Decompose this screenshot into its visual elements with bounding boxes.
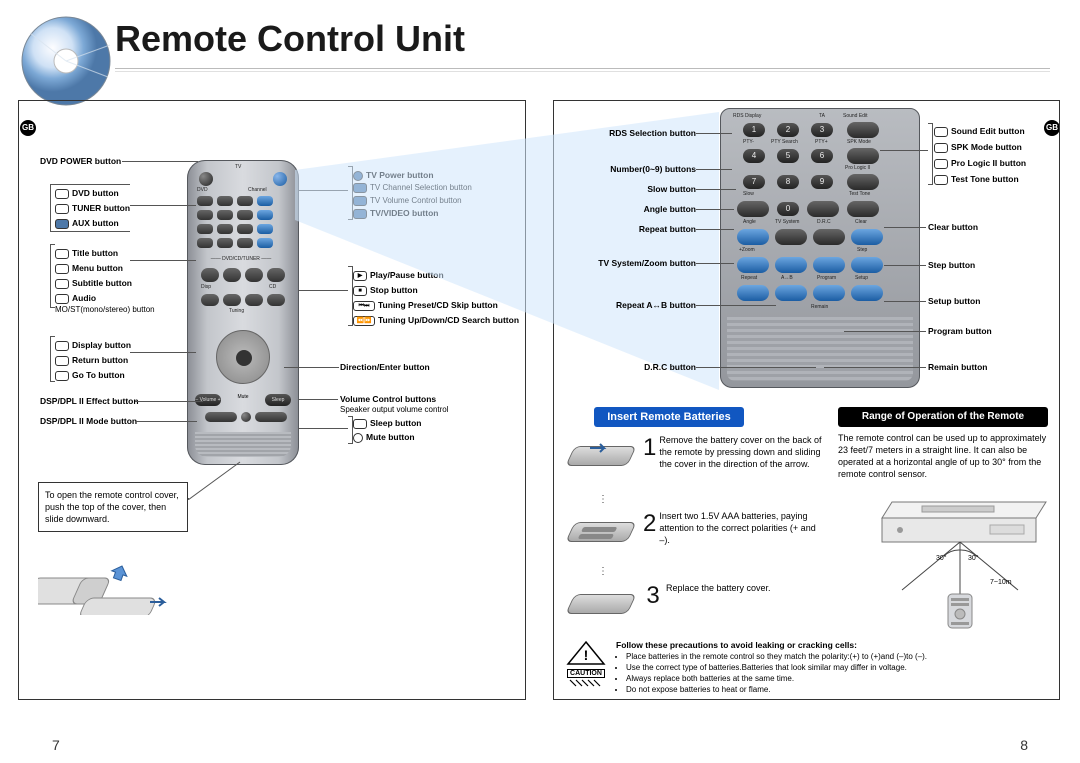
svg-text:!: ! [584, 647, 589, 663]
insert-step-3: 3 Replace the battery cover. [562, 582, 828, 626]
insert-step-2: 2 Insert two 1.5V AAA batteries, paying … [562, 510, 828, 554]
angle-right-text: 30° [968, 554, 979, 562]
distance-text: 7~10m [990, 579, 1012, 586]
remote-illustration: TV DVD Channel —— DVD/CD/TUNER —— Disp C… [187, 160, 299, 465]
title-underline [115, 71, 1050, 72]
caution-icon: ! CAUTION [564, 640, 608, 695]
range-header: Range of Operation of the Remote Control [838, 407, 1048, 427]
page-number-right: 8 [1020, 737, 1028, 753]
range-text: The remote control can be used up to app… [838, 432, 1050, 480]
label-dvd-power: DVD POWER button [40, 156, 121, 166]
page-title: Remote Control Unit [115, 18, 465, 60]
disc-icon [20, 15, 112, 107]
range-illustration: 30° 30° 7~10m [870, 490, 1050, 630]
open-cover-illustration [38, 540, 188, 615]
insert-batteries-header: Insert Remote Batteries [594, 407, 744, 427]
open-cover-note: To open the remote control cover, push t… [38, 482, 188, 532]
page-number-left: 7 [52, 737, 60, 753]
insert-step-1: 1 Remove the battery cover on the back o… [562, 434, 828, 478]
caution-block: ! CAUTION Follow these precautions to av… [564, 640, 1044, 695]
title-underline [115, 68, 1050, 69]
angle-left-text: 30° [936, 554, 947, 562]
